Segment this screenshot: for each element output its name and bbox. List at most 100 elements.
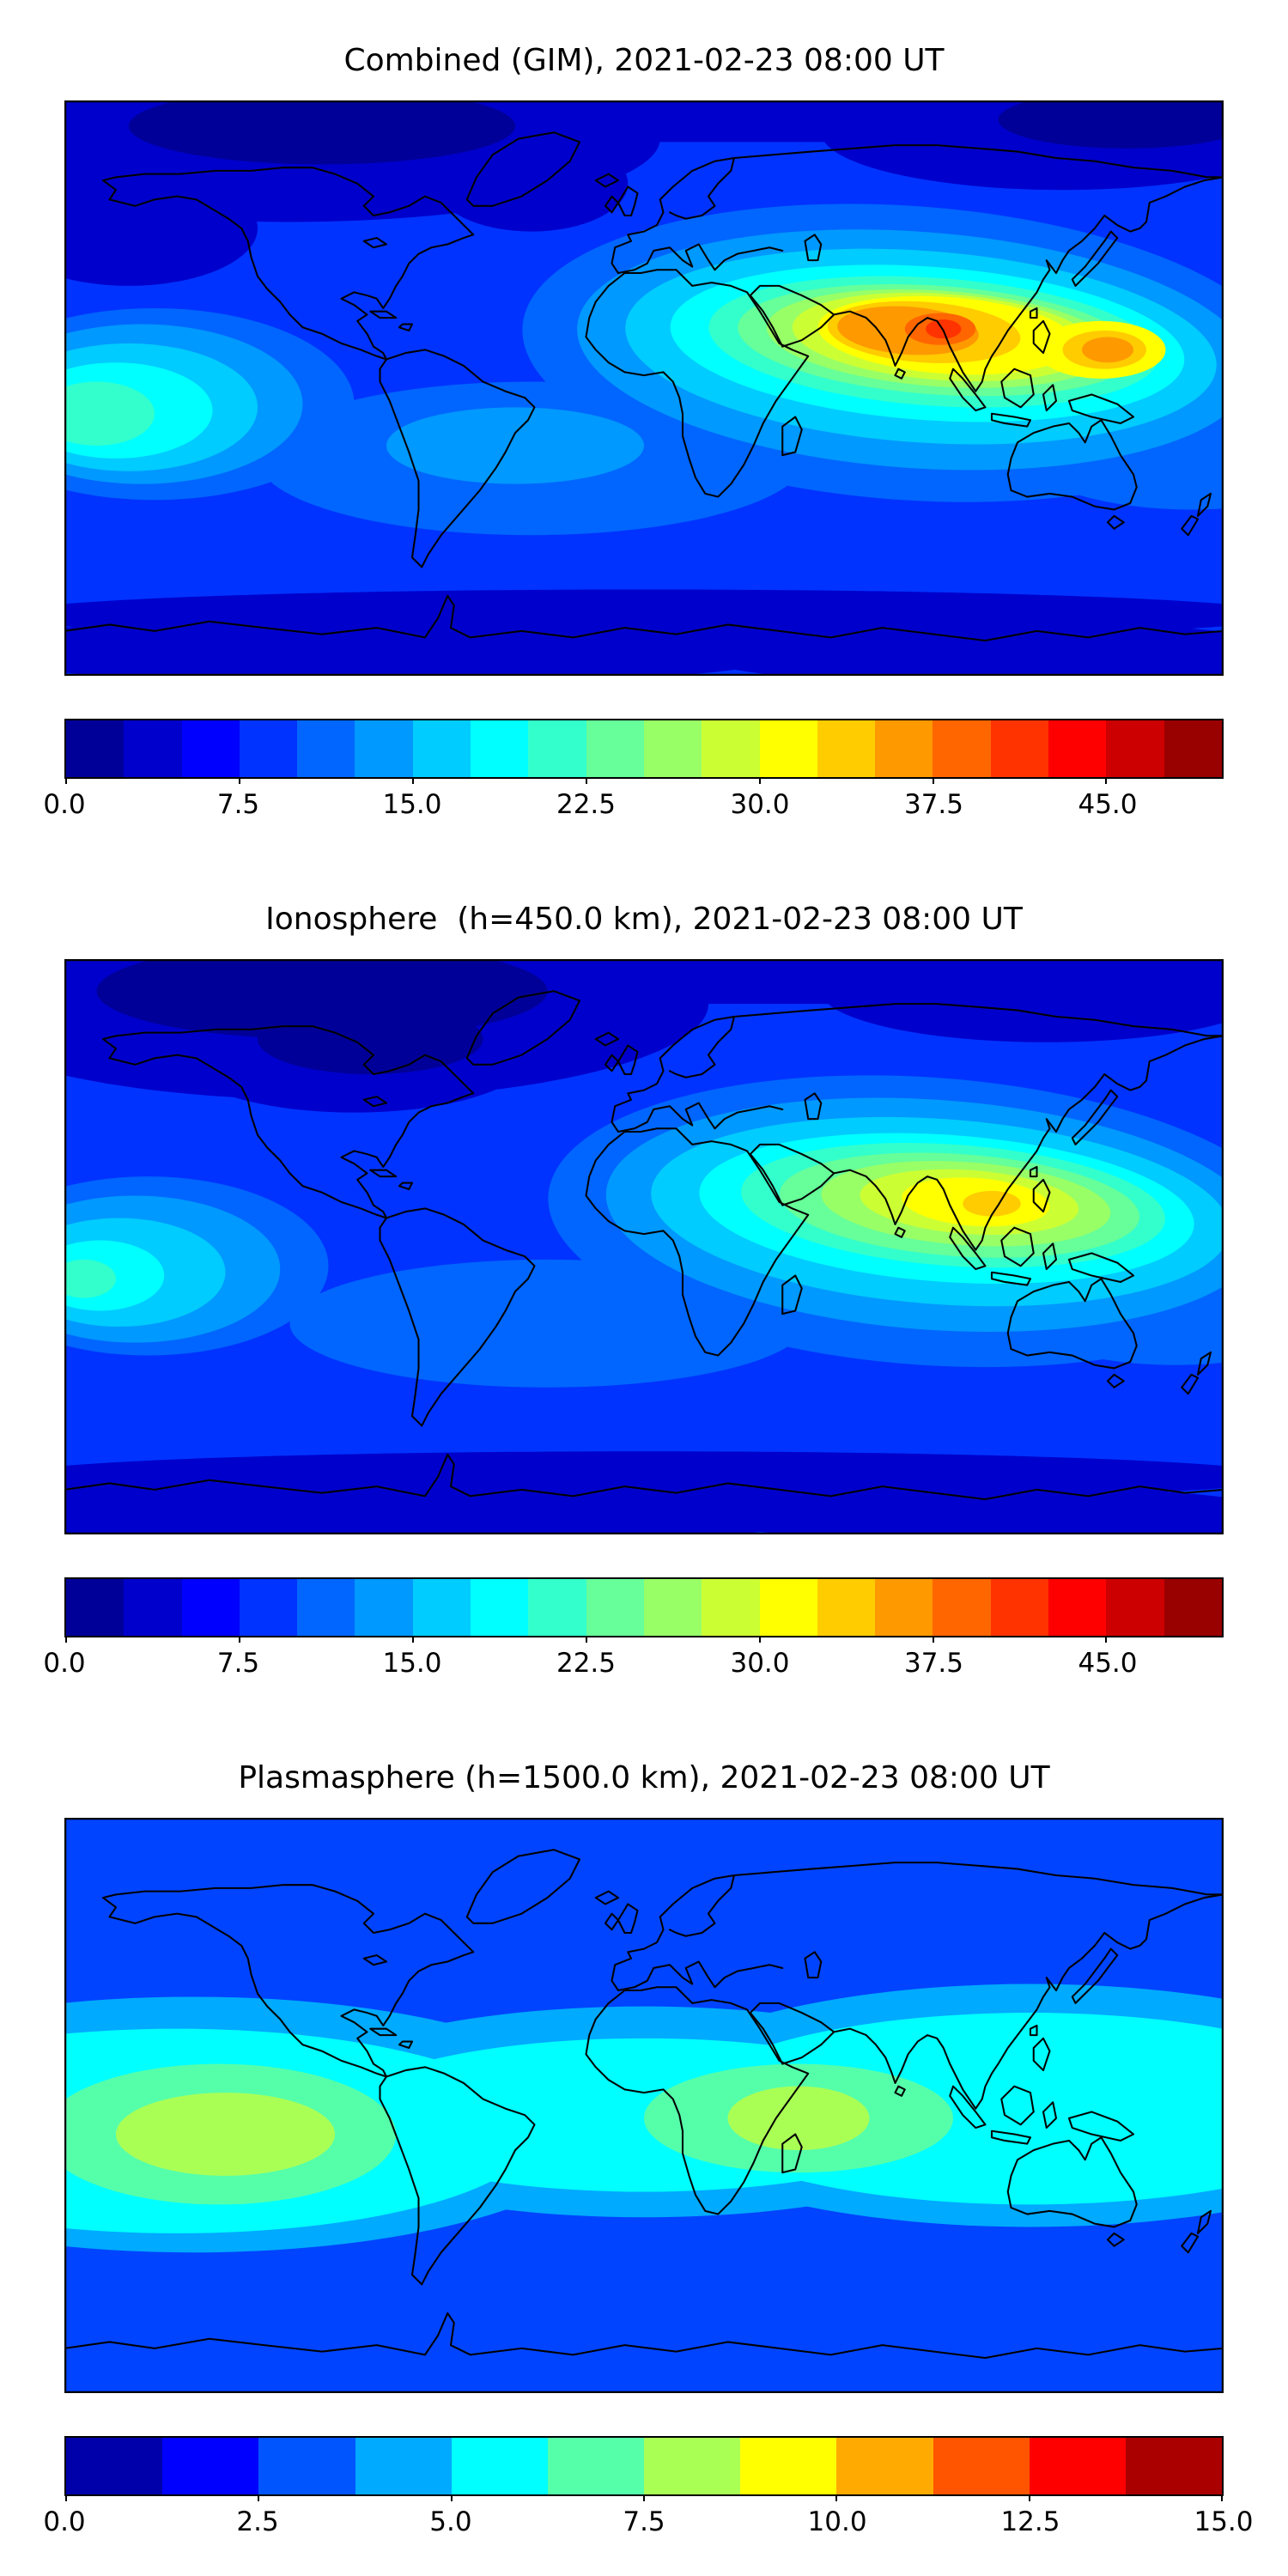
colorbar-segment bbox=[702, 1579, 760, 1637]
world-map-ionosphere bbox=[64, 959, 1224, 1535]
colorbar-tick-mark bbox=[1028, 2494, 1030, 2502]
colorbar-tick-label: 15.0 bbox=[382, 1648, 442, 1680]
colorbar-tick-label: 37.5 bbox=[903, 1648, 964, 1680]
map-frame-plasmasphere bbox=[64, 1818, 1224, 2394]
colorbar-tick-mark bbox=[758, 777, 761, 785]
colorbar-tick-mark bbox=[1221, 2494, 1223, 2502]
colorbar-segment bbox=[1106, 720, 1164, 778]
colorbar-segment bbox=[181, 720, 240, 778]
colorbar-ionosphere bbox=[64, 1577, 1224, 1643]
map-border bbox=[64, 959, 1224, 1535]
colorbar-segment bbox=[1163, 720, 1222, 778]
colorbar-segment bbox=[355, 2438, 452, 2495]
colorbar-segment bbox=[528, 720, 586, 778]
colorbar-tick-mark bbox=[932, 1636, 934, 1643]
colorbar-segment bbox=[412, 1579, 471, 1637]
colorbar-segment bbox=[66, 1579, 125, 1637]
panel-title-ionosphere: Ionosphere (h=450.0 km), 2021-02-23 08:0… bbox=[265, 902, 1023, 937]
colorbar-segment bbox=[933, 2438, 1030, 2495]
colorbar-segment bbox=[702, 720, 760, 778]
colorbar-segment bbox=[990, 720, 1049, 778]
colorbar-segment bbox=[644, 2438, 741, 2495]
colorbar-segment bbox=[586, 1579, 644, 1637]
map-frame-combined bbox=[64, 100, 1224, 677]
colorbar-segment bbox=[1048, 720, 1107, 778]
colorbar-segment bbox=[297, 720, 355, 778]
colorbar-segment bbox=[586, 720, 644, 778]
colorbar-tick-label: 10.0 bbox=[807, 2506, 867, 2538]
colorbar-segment bbox=[1125, 2438, 1223, 2495]
colorbar-tick-mark bbox=[450, 2494, 453, 2502]
colorbar-combined bbox=[64, 719, 1224, 785]
colorbar-segment bbox=[181, 1579, 240, 1637]
colorbar-tick-label: 30.0 bbox=[730, 1648, 790, 1680]
colorbar-segment bbox=[471, 720, 529, 778]
map-border bbox=[64, 100, 1224, 677]
colorbar-tick-label: 15.0 bbox=[382, 789, 442, 821]
colorbar-segment bbox=[451, 2438, 548, 2495]
colorbar-segment bbox=[239, 720, 298, 778]
colorbar-segment bbox=[528, 1579, 586, 1637]
colorbar-segment bbox=[759, 720, 817, 778]
colorbar-tick-label: 22.5 bbox=[556, 789, 617, 821]
colorbar-tick-label: 30.0 bbox=[730, 789, 790, 821]
colorbar-segment bbox=[258, 2438, 355, 2495]
colorbar-segment bbox=[817, 1579, 876, 1637]
colorbar-tick-mark bbox=[932, 777, 934, 785]
colorbar-segment bbox=[933, 1579, 991, 1637]
map-border bbox=[64, 1818, 1224, 2394]
colorbar-tick-mark bbox=[258, 2494, 260, 2502]
colorbar-segment bbox=[933, 720, 991, 778]
colorbar-tick-mark bbox=[835, 2494, 838, 2502]
colorbar-tick-label: 2.5 bbox=[236, 2506, 279, 2538]
colorbar-tick-label: 37.5 bbox=[903, 789, 964, 821]
panel-title-plasmasphere: Plasmasphere (h=1500.0 km), 2021-02-23 0… bbox=[238, 1760, 1050, 1795]
colorbar-tick-mark bbox=[65, 2494, 67, 2502]
colorbar-tick-label: 0.0 bbox=[43, 789, 86, 821]
panel-plasmasphere: Plasmasphere (h=1500.0 km), 2021-02-23 0… bbox=[0, 1717, 1288, 2576]
colorbar-segment bbox=[355, 720, 413, 778]
colorbar-tick-label: 12.5 bbox=[1000, 2506, 1060, 2538]
colorbar-tick-label: 7.5 bbox=[216, 1648, 260, 1680]
colorbar-tick-mark bbox=[411, 777, 414, 785]
colorbar-tick-mark bbox=[65, 1636, 67, 1643]
colorbar-tick-mark bbox=[238, 1636, 240, 1643]
colorbar-segment bbox=[1106, 1579, 1164, 1637]
colorbar-segment bbox=[124, 1579, 182, 1637]
colorbar-tick-mark bbox=[585, 777, 587, 785]
world-map-combined bbox=[64, 100, 1224, 677]
colorbar-segment bbox=[1048, 1579, 1107, 1637]
colorbar-tick-mark bbox=[758, 1636, 761, 1643]
colorbar-tick-mark bbox=[643, 2494, 645, 2502]
colorbar-tick-label: 7.5 bbox=[216, 789, 260, 821]
colorbar-tick-label: 45.0 bbox=[1078, 1648, 1138, 1680]
panel-ionosphere: Ionosphere (h=450.0 km), 2021-02-23 08:0… bbox=[0, 859, 1288, 1717]
colorbar-tick-label: 45.0 bbox=[1078, 789, 1138, 821]
colorbar-ticks-ionosphere: 0.0 7.5 15.0 22.5 30.0 37.5 45.0 bbox=[43, 1648, 1224, 1687]
colorbar-tick-label: 0.0 bbox=[43, 1648, 86, 1680]
colorbar-segment bbox=[759, 1579, 817, 1637]
colorbar-tick-mark bbox=[585, 1636, 587, 1643]
colorbar-segment bbox=[297, 1579, 355, 1637]
colorbar-tick-label: 0.0 bbox=[43, 2506, 86, 2538]
colorbar-segment bbox=[471, 1579, 529, 1637]
colorbar-tick-mark bbox=[65, 777, 67, 785]
map-frame-ionosphere bbox=[64, 959, 1224, 1535]
colorbar-tick-mark bbox=[1105, 1636, 1108, 1643]
colorbar-segment bbox=[162, 2438, 259, 2495]
colorbar-segment bbox=[875, 720, 933, 778]
colorbar-segment bbox=[643, 1579, 702, 1637]
panel-title-combined: Combined (GIM), 2021-02-23 08:00 UT bbox=[343, 43, 945, 78]
colorbar-tick-mark bbox=[1105, 777, 1108, 785]
colorbar-tick-mark bbox=[411, 1636, 414, 1643]
colorbar-plasmasphere bbox=[64, 2436, 1224, 2502]
colorbar-segment bbox=[355, 1579, 413, 1637]
colorbar-tick-label: 5.0 bbox=[429, 2506, 472, 2538]
panel-combined: Combined (GIM), 2021-02-23 08:00 UT bbox=[0, 0, 1288, 859]
colorbar-segment bbox=[643, 720, 702, 778]
colorbar-segment bbox=[547, 2438, 645, 2495]
world-map-plasmasphere bbox=[64, 1818, 1224, 2394]
colorbar-segment bbox=[990, 1579, 1049, 1637]
colorbar-segment bbox=[66, 2438, 163, 2495]
